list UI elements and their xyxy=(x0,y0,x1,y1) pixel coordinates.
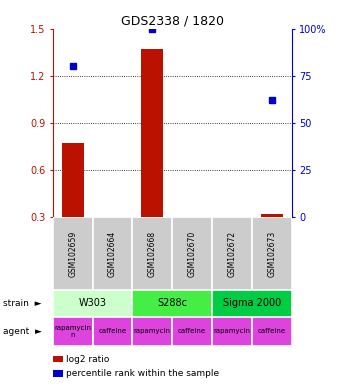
Text: rapamycin
n: rapamycin n xyxy=(54,325,91,338)
Bar xyxy=(132,217,172,290)
Bar xyxy=(212,217,252,290)
Bar xyxy=(93,217,132,290)
Bar xyxy=(261,214,283,217)
Text: caffeine: caffeine xyxy=(257,328,286,334)
Bar xyxy=(93,317,132,346)
Bar xyxy=(212,317,252,346)
Bar xyxy=(252,217,292,290)
Text: GSM102670: GSM102670 xyxy=(188,230,197,276)
Text: GSM102668: GSM102668 xyxy=(148,230,157,276)
Text: log2 ratio: log2 ratio xyxy=(66,354,110,364)
Text: GSM102664: GSM102664 xyxy=(108,230,117,276)
Bar xyxy=(132,317,172,346)
Text: rapamycin: rapamycin xyxy=(134,328,171,334)
Text: caffeine: caffeine xyxy=(99,328,127,334)
Text: agent  ►: agent ► xyxy=(3,327,42,336)
Text: rapamycin: rapamycin xyxy=(213,328,250,334)
Bar xyxy=(62,143,84,217)
Text: caffeine: caffeine xyxy=(178,328,206,334)
Bar xyxy=(142,49,163,217)
Text: percentile rank within the sample: percentile rank within the sample xyxy=(66,369,220,378)
Bar xyxy=(172,317,212,346)
Text: strain  ►: strain ► xyxy=(3,299,42,308)
Text: GSM102672: GSM102672 xyxy=(227,230,236,276)
Bar xyxy=(53,290,132,317)
Text: GSM102659: GSM102659 xyxy=(68,230,77,276)
Text: S288c: S288c xyxy=(157,298,187,308)
Bar xyxy=(53,217,93,290)
Bar xyxy=(252,317,292,346)
Text: W303: W303 xyxy=(79,298,107,308)
Bar xyxy=(172,217,212,290)
Bar xyxy=(212,290,292,317)
Text: GSM102673: GSM102673 xyxy=(267,230,276,276)
Title: GDS2338 / 1820: GDS2338 / 1820 xyxy=(121,15,224,28)
Text: Sigma 2000: Sigma 2000 xyxy=(223,298,281,308)
Bar xyxy=(132,290,212,317)
Bar xyxy=(53,317,93,346)
